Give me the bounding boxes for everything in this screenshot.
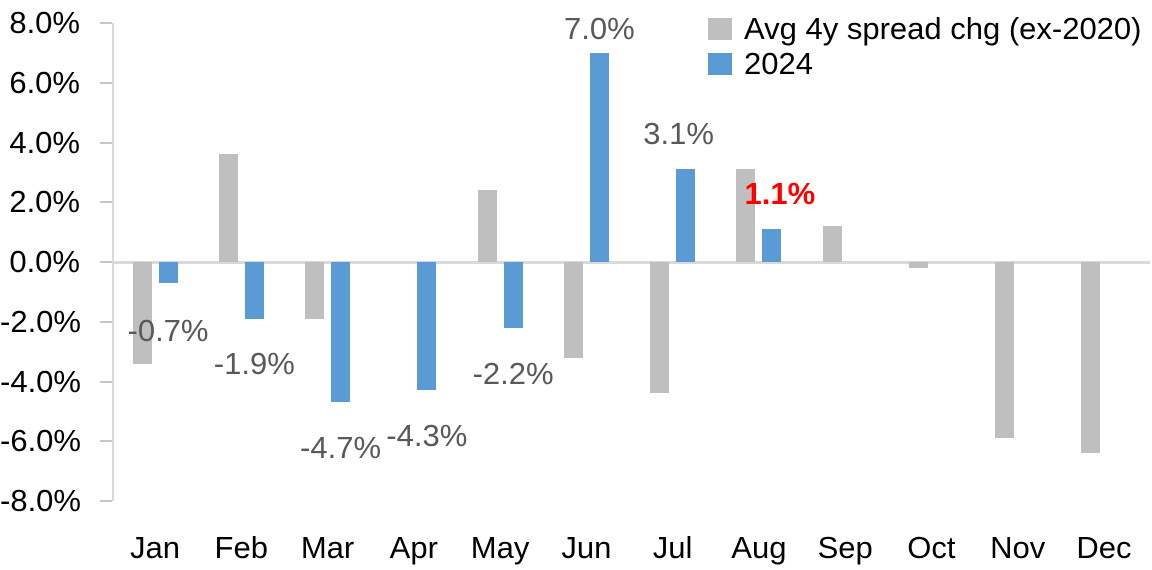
bar-2024-Jan: [158, 262, 178, 283]
y-tick-label-0.0pct: 0.0%: [9, 244, 80, 279]
bar-avg-Mar: [305, 262, 325, 319]
y-tick-mark: [100, 141, 112, 144]
bar-avg-Nov: [995, 262, 1015, 439]
legend-item-avg-4y-spread: Avg 4y spread chg (ex-2020): [708, 11, 1142, 46]
y-tick-mark: [100, 320, 112, 323]
bar-avg-Aug: [736, 169, 756, 262]
y-tick-label-2.0pct: 2.0%: [9, 184, 80, 220]
y-tick-mark: [100, 81, 112, 84]
x-axis-label-Oct: Oct: [907, 530, 956, 565]
bar-avg-May: [477, 190, 497, 262]
zero-baseline: [112, 261, 1150, 264]
x-axis-label-Mar: Mar: [300, 530, 355, 565]
legend-label-2024: 2024: [744, 46, 813, 81]
bar-avg-Sep: [822, 226, 842, 262]
bar-avg-Jan: [132, 262, 152, 364]
data-label-Jul-2024: 3.1%: [643, 116, 714, 151]
x-axis-label-Feb: Feb: [214, 530, 268, 565]
y-tick-label--8.0pct: -8.0%: [0, 483, 81, 518]
x-axis-label-Dec: Dec: [1076, 530, 1132, 565]
y-tick-label-8.0pct: 8.0%: [9, 5, 80, 40]
x-axis-label-Sep: Sep: [817, 530, 873, 565]
x-axis-label-Apr: Apr: [389, 530, 438, 565]
bar-avg-Jun: [563, 262, 583, 358]
bar-avg-Oct: [908, 262, 928, 268]
bar-avg-Dec: [1081, 262, 1101, 454]
bar-avg-Feb: [218, 154, 238, 262]
bar-2024-Aug: [762, 229, 782, 262]
bar-avg-Jul: [650, 262, 670, 394]
bar-2024-Mar: [331, 262, 351, 403]
y-tick-mark: [100, 500, 112, 502]
bar-2024-Jul: [676, 169, 696, 262]
bar-2024-Feb: [244, 262, 264, 319]
y-tick-label-6.0pct: 6.0%: [9, 64, 80, 100]
x-axis-label-Jun: Jun: [561, 530, 612, 565]
data-label-Jan-2024: -0.7%: [127, 313, 209, 348]
x-axis-label-May: May: [470, 530, 530, 565]
bar-2024-Jun: [589, 52, 609, 262]
x-axis-label-Jul: Jul: [652, 530, 693, 565]
bar-2024-May: [503, 262, 523, 328]
y-tick-mark: [100, 261, 112, 263]
legend-swatch-blue: [708, 53, 732, 75]
bar-2024-Apr: [417, 262, 437, 391]
data-label-May-2024: -2.2%: [472, 356, 554, 391]
y-tick-mark: [100, 380, 112, 383]
legend-item-2024: 2024: [708, 46, 813, 81]
y-tick-label-4.0pct: 4.0%: [9, 124, 80, 160]
y-tick-label--6.0pct: -6.0%: [0, 423, 81, 459]
legend-label-avg-4y-spread: Avg 4y spread chg (ex-2020): [744, 11, 1142, 46]
data-label-Jun-2024: 7.0%: [564, 11, 635, 46]
x-axis-label-Aug: Aug: [731, 530, 787, 565]
data-label-Apr-2024: -4.3%: [386, 418, 468, 453]
x-axis-label-Jan: Jan: [130, 530, 180, 565]
y-tick-label--2.0pct: -2.0%: [0, 303, 81, 339]
data-label-Mar-2024: -4.7%: [300, 430, 382, 465]
y-tick-mark: [100, 22, 112, 24]
data-label-Aug-2024: 1.1%: [744, 176, 816, 211]
y-tick-mark: [100, 440, 112, 443]
x-axis-label-Nov: Nov: [990, 530, 1046, 565]
y-tick-label--4.0pct: -4.0%: [0, 363, 81, 399]
y-tick-mark: [100, 201, 112, 204]
legend-swatch-gray: [708, 18, 732, 40]
data-label-Feb-2024: -1.9%: [213, 346, 295, 381]
